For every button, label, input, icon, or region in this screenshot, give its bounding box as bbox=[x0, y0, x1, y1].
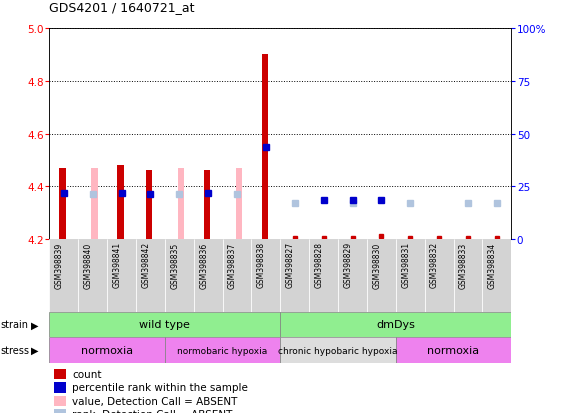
Bar bbox=[49, 337, 165, 363]
Bar bbox=[204, 171, 210, 240]
Bar bbox=[117, 166, 124, 240]
Text: value, Detection Call = ABSENT: value, Detection Call = ABSENT bbox=[73, 396, 238, 406]
Bar bbox=[136, 240, 165, 312]
Text: GSM398829: GSM398829 bbox=[343, 242, 353, 288]
Bar bbox=[78, 240, 107, 312]
Text: GSM398837: GSM398837 bbox=[228, 242, 237, 288]
Text: percentile rank within the sample: percentile rank within the sample bbox=[73, 382, 248, 392]
Text: chronic hypobaric hypoxia: chronic hypobaric hypoxia bbox=[278, 346, 398, 355]
Bar bbox=[54, 382, 66, 393]
Text: ▶: ▶ bbox=[31, 320, 39, 330]
Text: GSM398828: GSM398828 bbox=[315, 242, 324, 287]
Bar bbox=[280, 240, 309, 312]
Bar bbox=[252, 240, 281, 312]
Text: GSM398838: GSM398838 bbox=[257, 242, 266, 288]
Text: wild type: wild type bbox=[139, 320, 191, 330]
Bar bbox=[396, 337, 511, 363]
Text: GSM398827: GSM398827 bbox=[286, 242, 295, 288]
Bar bbox=[281, 312, 511, 337]
Text: GSM398840: GSM398840 bbox=[84, 242, 93, 288]
Text: GSM398830: GSM398830 bbox=[372, 242, 381, 288]
Bar bbox=[454, 240, 482, 312]
Bar bbox=[91, 169, 98, 240]
Bar bbox=[165, 240, 193, 312]
Text: normoxia: normoxia bbox=[428, 345, 479, 355]
Text: count: count bbox=[73, 369, 102, 379]
Text: GDS4201 / 1640721_at: GDS4201 / 1640721_at bbox=[49, 2, 195, 14]
Text: stress: stress bbox=[1, 345, 30, 355]
Text: GSM398833: GSM398833 bbox=[459, 242, 468, 288]
Bar bbox=[367, 240, 396, 312]
Bar bbox=[107, 240, 136, 312]
Text: GSM398836: GSM398836 bbox=[199, 242, 208, 288]
Bar bbox=[59, 169, 66, 240]
Bar bbox=[178, 169, 184, 240]
Text: rank, Detection Call = ABSENT: rank, Detection Call = ABSENT bbox=[73, 409, 233, 413]
Bar bbox=[396, 240, 425, 312]
Bar bbox=[49, 312, 281, 337]
Bar bbox=[235, 169, 242, 240]
Text: dmDys: dmDys bbox=[376, 320, 415, 330]
Text: normobaric hypoxia: normobaric hypoxia bbox=[177, 346, 268, 355]
Text: ▶: ▶ bbox=[31, 345, 39, 355]
Text: GSM398842: GSM398842 bbox=[141, 242, 150, 288]
Bar bbox=[309, 240, 338, 312]
Text: normoxia: normoxia bbox=[81, 345, 133, 355]
Bar bbox=[54, 396, 66, 406]
Text: GSM398841: GSM398841 bbox=[113, 242, 121, 288]
Bar bbox=[54, 409, 66, 413]
Text: GSM398831: GSM398831 bbox=[401, 242, 410, 288]
Bar bbox=[146, 171, 152, 240]
Bar bbox=[165, 337, 281, 363]
Text: GSM398834: GSM398834 bbox=[488, 242, 497, 288]
Bar bbox=[49, 240, 78, 312]
Text: GSM398835: GSM398835 bbox=[170, 242, 180, 288]
Text: GSM398832: GSM398832 bbox=[430, 242, 439, 288]
Bar bbox=[223, 240, 252, 312]
Text: GSM398839: GSM398839 bbox=[55, 242, 64, 288]
Bar bbox=[425, 240, 454, 312]
Bar bbox=[261, 55, 268, 240]
Text: strain: strain bbox=[1, 320, 28, 330]
Bar bbox=[54, 369, 66, 380]
Bar bbox=[281, 337, 396, 363]
Bar bbox=[338, 240, 367, 312]
Bar bbox=[482, 240, 511, 312]
Bar bbox=[193, 240, 223, 312]
